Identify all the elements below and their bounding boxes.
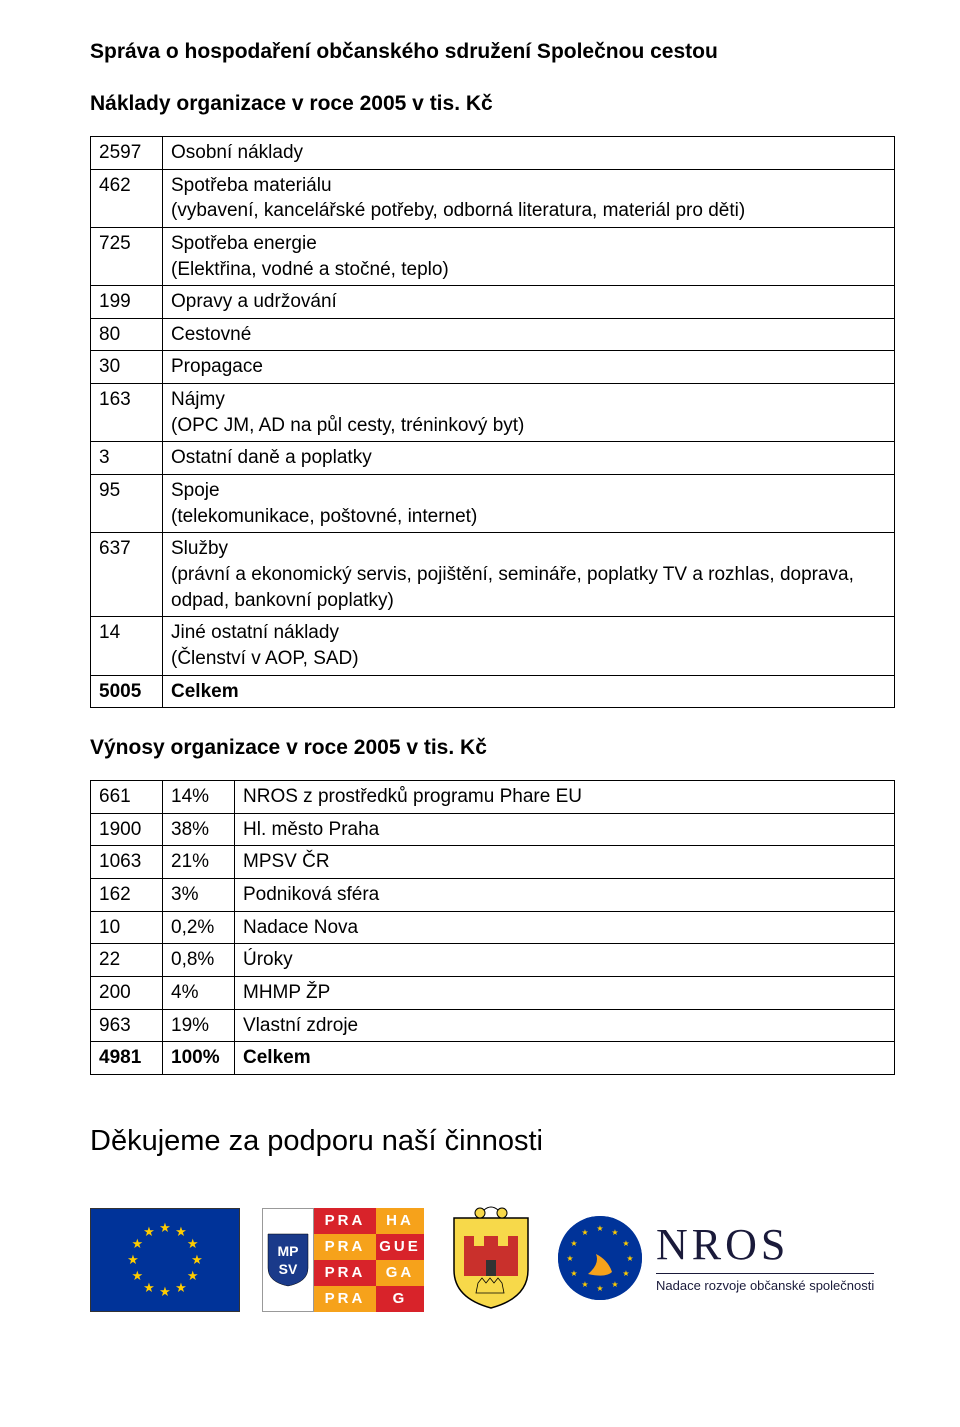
table-row: 4981100%Celkem <box>91 1042 895 1075</box>
svg-text:★: ★ <box>570 1269 577 1278</box>
svg-text:SV: SV <box>279 1261 298 1277</box>
table-row: 2004%MHMP ŽP <box>91 977 895 1010</box>
costs-table: 2597Osobní náklady462Spotřeba materiálu(… <box>90 136 895 708</box>
praha-logo: MP SV PRAHAPRAGUEPRAGAPRAG <box>262 1208 424 1312</box>
table-row: 163Nájmy(OPC JM, AD na půl cesty, trénin… <box>91 384 895 442</box>
revenue-table: 66114%NROS z prostředků programu Phare E… <box>90 780 895 1075</box>
svg-text:★: ★ <box>596 1284 603 1293</box>
table-row: 80Cestovné <box>91 318 895 351</box>
svg-text:MP: MP <box>278 1243 299 1259</box>
table-row: 100,2%Nadace Nova <box>91 911 895 944</box>
mpsv-shield: MP SV <box>262 1208 314 1312</box>
table-row: 14Jiné ostatní náklady(Členství v AOP, S… <box>91 617 895 675</box>
svg-text:★: ★ <box>622 1269 629 1278</box>
svg-text:★: ★ <box>581 1280 588 1289</box>
subtitle-revenue: Výnosy organizace v roce 2005 v tis. Kč <box>90 736 895 760</box>
svg-text:★: ★ <box>596 1224 603 1233</box>
nros-title-text: NROS <box>656 1223 874 1267</box>
table-row: 462Spotřeba materiálu(vybavení, kancelář… <box>91 169 895 227</box>
subtitle-costs: Náklady organizace v roce 2005 v tis. Kč <box>90 92 895 116</box>
svg-text:★: ★ <box>611 1228 618 1237</box>
table-row: 95Spoje(telekomunikace, poštovné, intern… <box>91 475 895 533</box>
svg-text:★: ★ <box>622 1239 629 1248</box>
coat-of-arms-logo <box>446 1198 536 1312</box>
nros-logo: ★ ★ ★ ★ ★ ★ ★ ★ ★ ★ ★ ★ NROS Nadace rozvoje občansk… <box>558 1204 888 1312</box>
table-row: 96319%Vlastní zdroje <box>91 1009 895 1042</box>
svg-text:★: ★ <box>566 1254 573 1263</box>
table-row: 725Spotřeba energie(Elektřina, vodné a s… <box>91 227 895 285</box>
svg-text:★: ★ <box>570 1239 577 1248</box>
nros-subtitle-text: Nadace rozvoje občanské společnosti <box>656 1273 874 1293</box>
table-row: 199Opravy a udržování <box>91 286 895 319</box>
logo-row: ★★★★★★★★★★★★ MP SV PRAHAPRAGUEPRAGAPRAG <box>90 1198 895 1312</box>
table-row: 637Služby(právní a ekonomický servis, po… <box>91 533 895 617</box>
table-row: 220,8%Úroky <box>91 944 895 977</box>
eu-flag-logo: ★★★★★★★★★★★★ <box>90 1208 240 1312</box>
table-row: 30Propagace <box>91 351 895 384</box>
table-row: 190038%Hl. město Praha <box>91 813 895 846</box>
table-row: 2597Osobní náklady <box>91 137 895 170</box>
thanks-text: Děkujeme za podporu naší činnosti <box>90 1125 895 1158</box>
svg-text:★: ★ <box>581 1228 588 1237</box>
svg-text:★: ★ <box>626 1254 633 1263</box>
table-row: 5005Celkem <box>91 675 895 708</box>
page-title: Správa o hospodaření občanského sdružení… <box>90 40 895 64</box>
svg-text:★: ★ <box>611 1280 618 1289</box>
table-row: 3Ostatní daně a poplatky <box>91 442 895 475</box>
table-row: 1623%Podniková sféra <box>91 879 895 912</box>
table-row: 106321%MPSV ČR <box>91 846 895 879</box>
table-row: 66114%NROS z prostředků programu Phare E… <box>91 781 895 814</box>
